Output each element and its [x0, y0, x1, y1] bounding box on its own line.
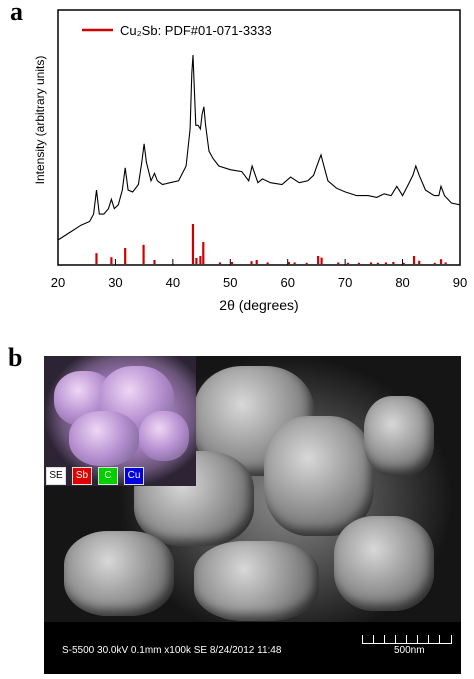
- xrd-pattern-line: [57, 54, 461, 241]
- x-tick-label: 40: [166, 275, 180, 290]
- x-tick-label: 70: [338, 275, 352, 290]
- x-tick-label: 90: [453, 275, 467, 290]
- x-tick-label: 30: [108, 275, 122, 290]
- scale-bar: [362, 635, 452, 644]
- scale-bar-label: 500nm: [394, 645, 425, 656]
- eds-legend-sb: Sb: [72, 467, 92, 485]
- sem-particle-cluster: [364, 396, 434, 476]
- x-tick-label: 80: [395, 275, 409, 290]
- eds-legend-se: SE: [46, 467, 66, 485]
- legend-label: Cu₂Sb: PDF#01-071-3333: [120, 23, 272, 38]
- eds-map-inset: SE Sb C Cu: [44, 356, 196, 486]
- plot-frame: [57, 9, 461, 266]
- panel-b-label: b: [8, 343, 23, 372]
- y-axis-label: Intensity (arbitrary units): [33, 56, 47, 185]
- panel-a-label: a: [10, 0, 23, 26]
- xrd-chart: 20 30 40 50 60 70 80 90 Cu₂Sb: PDF#01-071-3333 …: [33, 9, 467, 313]
- sem-info-bar: [44, 622, 461, 674]
- x-axis-label: 2θ (degrees): [219, 297, 298, 313]
- eds-legend-c: C: [98, 467, 118, 485]
- sem-particle-cluster: [334, 516, 434, 611]
- eds-legend-cu: Cu: [124, 467, 144, 485]
- eds-particle: [139, 411, 189, 461]
- x-tick-label: 60: [280, 275, 294, 290]
- sem-particle-cluster: [64, 531, 174, 616]
- sem-particle-cluster: [194, 541, 319, 621]
- eds-particle: [69, 411, 139, 466]
- sem-acquisition-info: S-5500 30.0kV 0.1mm x100k SE 8/24/2012 1…: [62, 645, 282, 656]
- sem-particle-cluster: [264, 416, 374, 536]
- x-tick-label: 50: [223, 275, 237, 290]
- x-tick-label: 20: [51, 275, 65, 290]
